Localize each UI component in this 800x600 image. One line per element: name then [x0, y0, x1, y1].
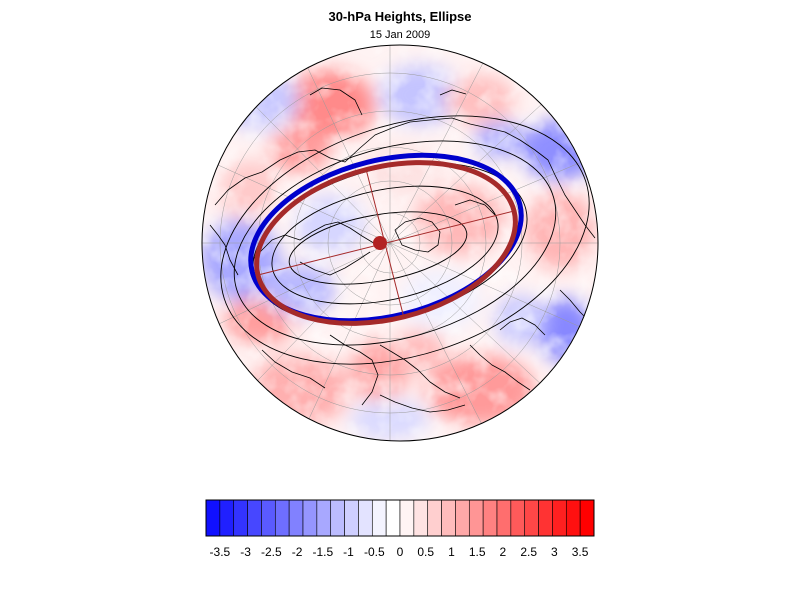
colorbar-swatch [316, 499, 332, 537]
colorbar-swatch [552, 499, 567, 537]
colorbar-swatch [219, 499, 235, 537]
colorbar-swatch [247, 499, 262, 537]
colorbar-swatch [579, 499, 595, 537]
colorbar-swatch [524, 499, 539, 537]
colorbar-swatch [330, 499, 345, 537]
map-subtitle: 15 Jan 2009 [369, 29, 431, 41]
colorbar-tick-label: -2 [292, 545, 303, 559]
colorbar-swatch [261, 499, 276, 537]
colorbar-swatch [385, 499, 401, 537]
colorbar-swatch [441, 499, 456, 537]
colorbar-tick-label: 2 [500, 545, 507, 559]
colorbar-tick-label: -1 [343, 545, 354, 559]
colorbar-swatch [205, 499, 221, 537]
map-title: 30-hPa Heights, Ellipse [328, 9, 472, 24]
anomaly-field [202, 45, 598, 441]
colorbar-swatch [427, 499, 442, 537]
map-boundary [201, 44, 599, 442]
ellipse-centre-marker [373, 236, 387, 250]
colorbar-swatch [496, 499, 512, 537]
colorbar-tick-label: -2.5 [261, 545, 282, 559]
colorbar-tick-label: 3.5 [572, 545, 589, 559]
colorbar-tick-label: 2.5 [520, 545, 537, 559]
colorbar-swatch [413, 499, 429, 537]
colorbar-swatch [344, 499, 359, 537]
colorbar-swatch [371, 499, 387, 537]
colorbar-swatch [455, 499, 470, 537]
colorbar-tick-label: -3.5 [210, 545, 231, 559]
colorbar-swatch [288, 499, 304, 537]
colorbar-swatch [233, 499, 248, 537]
ellipse-blue [248, 152, 524, 324]
colorbar-swatch [482, 499, 498, 537]
colorbar-tick-label: 1.5 [469, 545, 486, 559]
colorbar-swatch [538, 499, 553, 537]
colorbar-outline [205, 499, 595, 537]
colorbar-tick-label: -3 [240, 545, 251, 559]
ellipse-red [254, 160, 518, 326]
colorbar-tick-label: 0 [397, 545, 404, 559]
colorbar-swatch [510, 499, 526, 537]
colorbar-swatch [274, 499, 290, 537]
colorbar-swatch [399, 499, 415, 537]
colorbar-swatch [468, 499, 484, 537]
colorbar-tick-label: 3 [551, 545, 558, 559]
colorbar-tick-label: 1 [448, 545, 455, 559]
colorbar-swatch [302, 499, 318, 537]
colorbar-tick-label: -0.5 [364, 545, 385, 559]
colorbar-swatch [565, 499, 581, 537]
colorbar-tick-label: -1.5 [312, 545, 333, 559]
colorbar-tick-label: 0.5 [417, 545, 434, 559]
colorbar-swatch [358, 499, 373, 537]
